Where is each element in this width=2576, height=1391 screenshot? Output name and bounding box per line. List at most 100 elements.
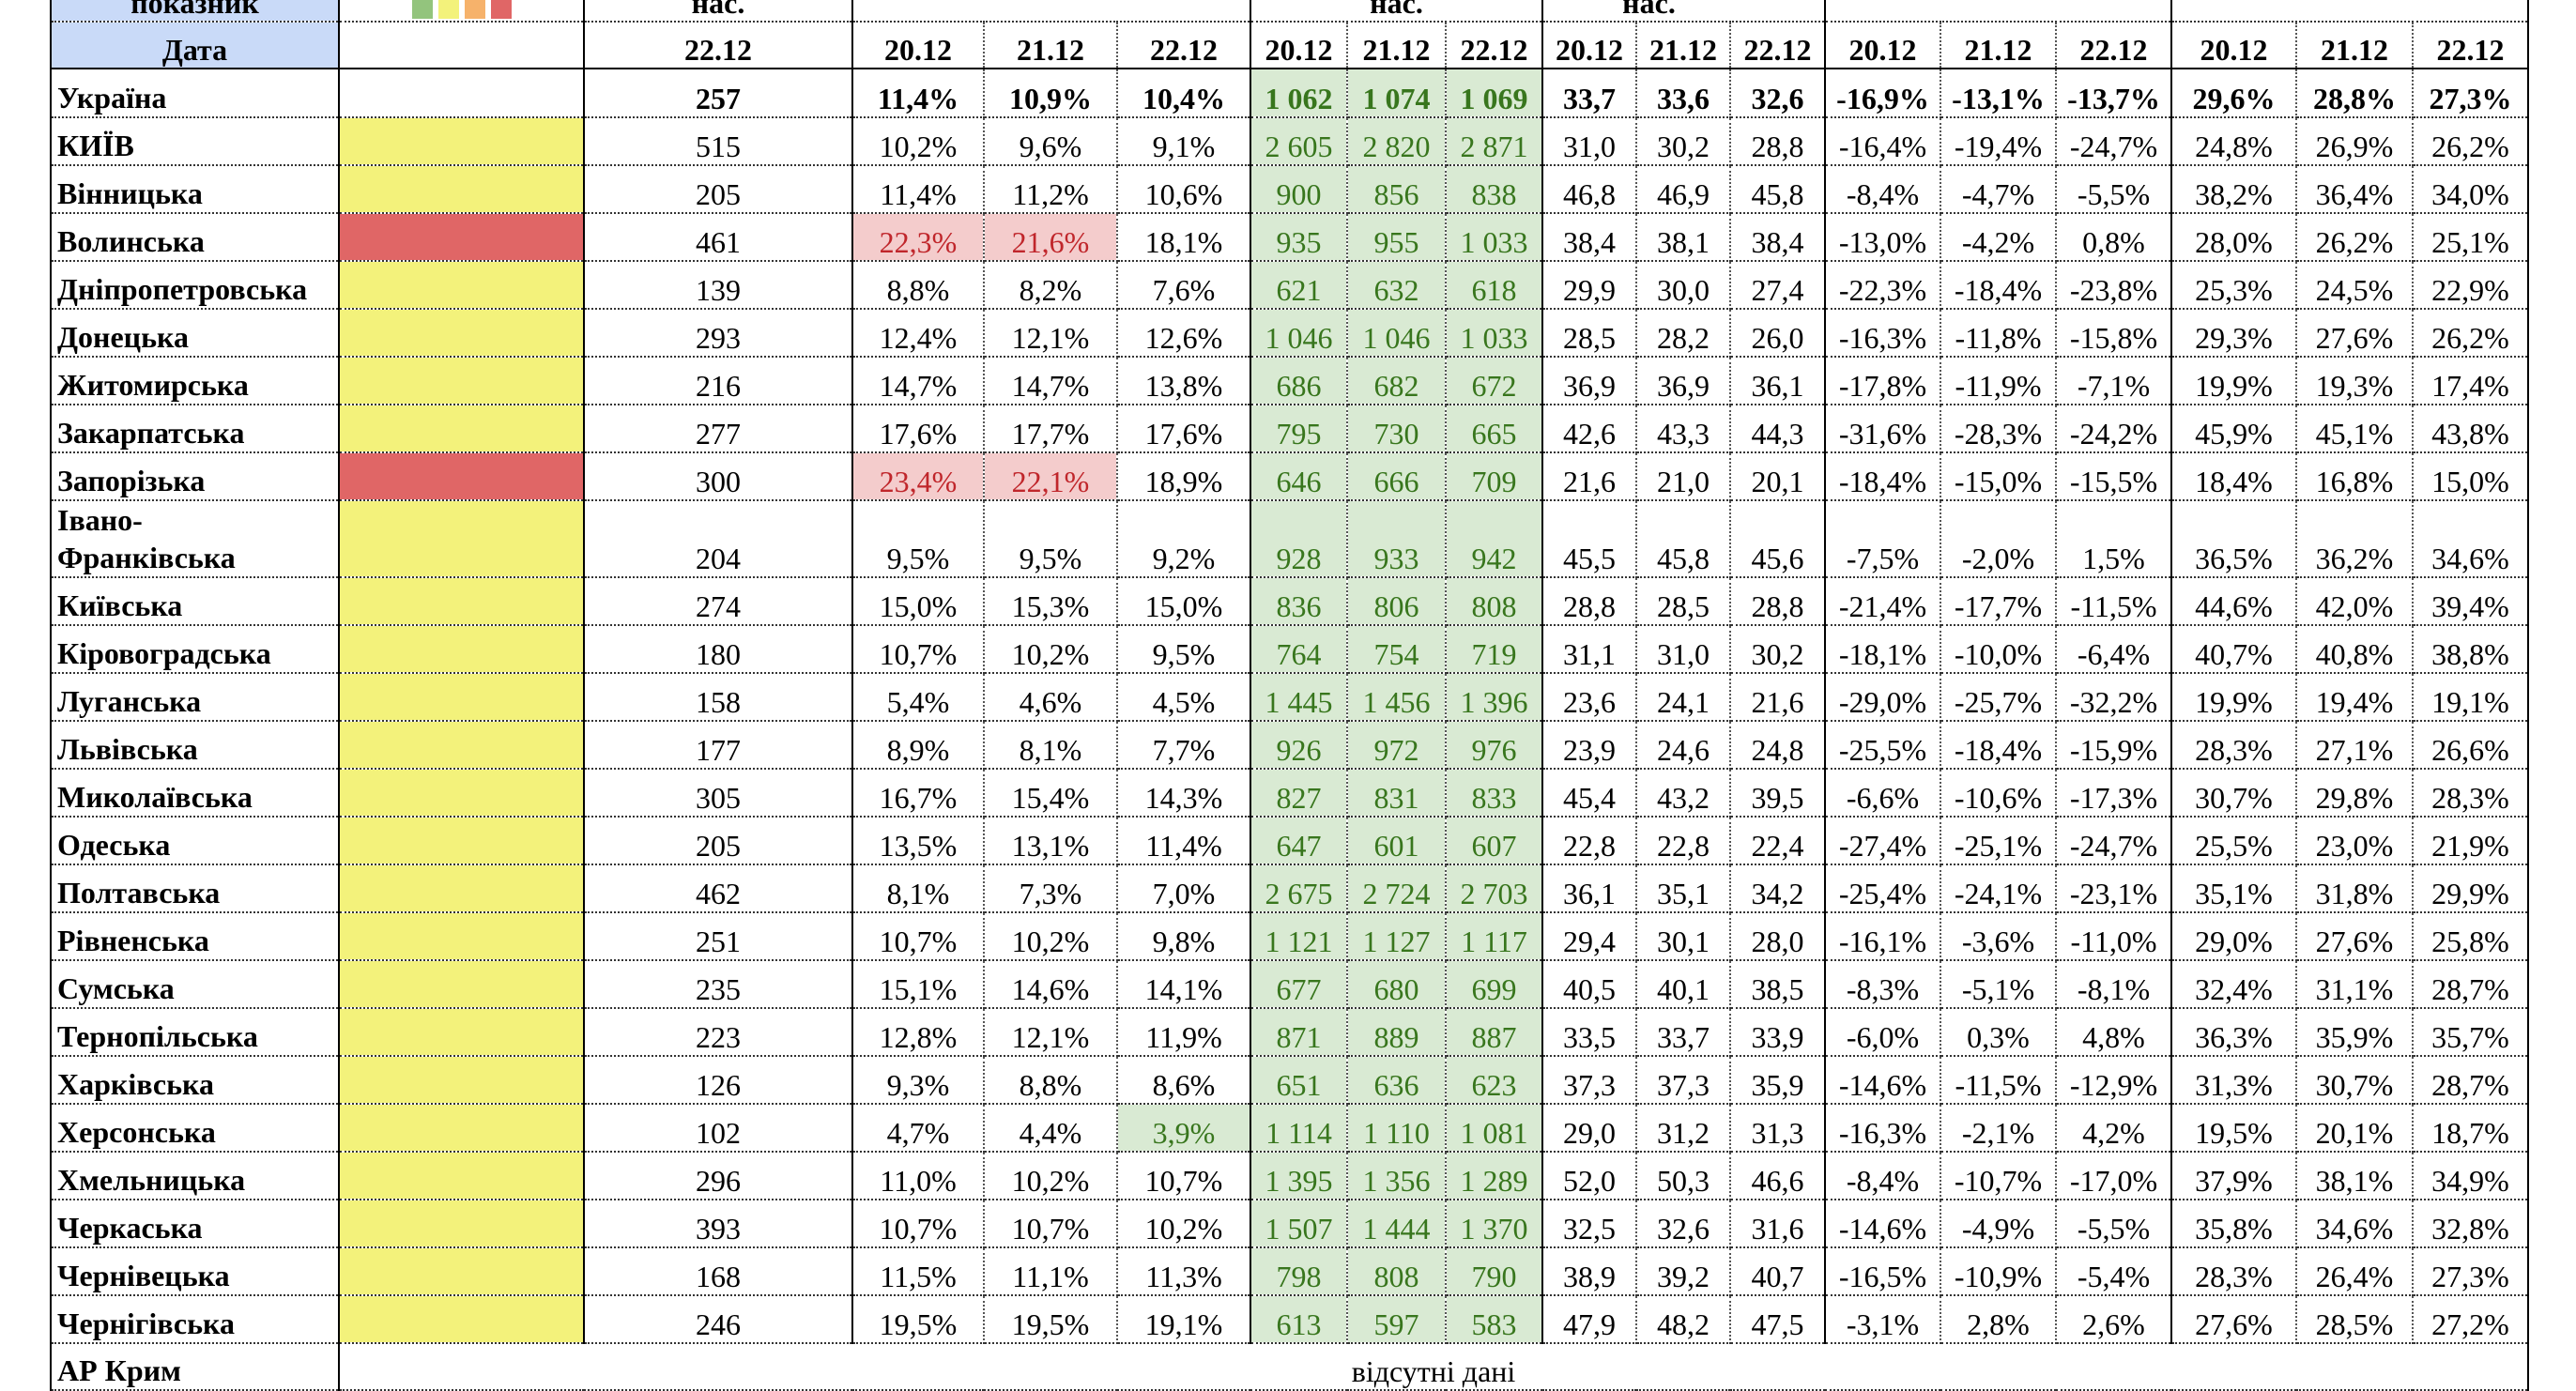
value-cell: 9,6% [984, 117, 1118, 166]
value-cell: 28,0 [1730, 912, 1826, 961]
value-cell: 4,6% [984, 673, 1118, 722]
value-cell: 8,1% [984, 721, 1118, 770]
value-cell: 871 [1250, 1008, 1348, 1057]
region-row: Харківська 126 9,3% 8,8% 8,6% 651 636 623 37,3 37… [50, 1056, 2529, 1105]
value-cell: 28,8 [1730, 577, 1826, 626]
table-wrap: показник нас. нас. нас. Дата 22.12 20.12 2… [50, 0, 2529, 1391]
value-cell: 887 [1446, 1008, 1543, 1057]
value-cell: 38,5 [1730, 960, 1826, 1009]
value-cell: -3,6% [1940, 912, 2057, 961]
status-cell [339, 864, 585, 913]
status-cell [339, 960, 585, 1009]
group-label: нас. [1542, 0, 1826, 23]
value-cell: 29,4 [1542, 912, 1637, 961]
value-cell: 12,8% [852, 1008, 985, 1057]
date-header: 21.12 [1940, 22, 2057, 69]
value-cell: 10,7% [852, 625, 985, 674]
value-cell: -2,0% [1940, 500, 2057, 578]
value-cell: 33,6 [1636, 69, 1731, 118]
value-cell: -6,0% [1825, 1008, 1941, 1057]
value-cell: 28,8 [1542, 577, 1637, 626]
value-cell: 139 [584, 261, 853, 310]
value-cell: 305 [584, 769, 853, 818]
value-cell: 4,8% [2056, 1008, 2172, 1057]
region-name: Вінницька [50, 165, 340, 214]
value-cell: 40,1 [1636, 960, 1731, 1009]
value-cell: 8,8% [852, 261, 985, 310]
value-cell: 19,5% [984, 1295, 1118, 1344]
value-cell: 24,1 [1636, 673, 1731, 722]
value-cell: -7,1% [2056, 357, 2172, 405]
value-cell: 4,5% [1117, 673, 1251, 722]
value-cell: 30,7% [2296, 1056, 2414, 1105]
value-cell: 33,7 [1542, 69, 1637, 118]
value-cell: 682 [1347, 357, 1447, 405]
value-cell: 10,7% [984, 1200, 1118, 1248]
region-row: Вінницька 205 11,4% 11,2% 10,6% 900 856 838 46,8… [50, 165, 2529, 214]
region-name: Чернівецька [50, 1247, 340, 1296]
value-cell: 10,7% [1117, 1152, 1251, 1200]
value-cell: 18,1% [1117, 213, 1251, 262]
value-cell: 40,5 [1542, 960, 1637, 1009]
value-cell: -15,0% [1940, 452, 2057, 501]
value-cell: 35,1 [1636, 864, 1731, 913]
value-cell: 933 [1347, 500, 1447, 578]
value-cell: -11,8% [1940, 309, 2057, 358]
region-row: Донецька 293 12,4% 12,1% 12,6% 1 046 1 046 1 03… [50, 309, 2529, 358]
value-cell: 43,3 [1636, 405, 1731, 453]
header-row: показник нас. нас. нас. [50, 0, 2529, 23]
value-cell: 393 [584, 1200, 853, 1248]
value-cell: 19,9% [2171, 357, 2297, 405]
value-cell: 1 444 [1347, 1200, 1447, 1248]
value-cell: 36,1 [1730, 357, 1826, 405]
date-header: 22.12 [1117, 22, 1251, 69]
value-cell: 35,1% [2171, 864, 2297, 913]
value-cell: 32,5 [1542, 1200, 1637, 1248]
value-cell: 216 [584, 357, 853, 405]
status-cell [339, 357, 585, 405]
region-row: Миколаївська 305 16,7% 15,4% 14,3% 827 831 833 4… [50, 769, 2529, 818]
value-cell: 30,0 [1636, 261, 1731, 310]
value-cell: 10,9% [984, 69, 1118, 118]
region-row: Волинська 461 22,3% 21,6% 18,1% 935 955 1 033 38… [50, 213, 2529, 262]
value-cell: 27,6% [2296, 912, 2414, 961]
region-name: Одеська [50, 817, 340, 865]
value-cell: 19,4% [2296, 673, 2414, 722]
value-cell: 22,3% [852, 213, 985, 262]
value-cell: 10,7% [852, 1200, 985, 1248]
value-cell: 9,5% [984, 500, 1118, 578]
region-name: Львівська [50, 721, 340, 770]
value-cell: 1 110 [1347, 1104, 1447, 1153]
value-cell: -17,7% [1940, 577, 2057, 626]
value-cell: 935 [1250, 213, 1348, 262]
value-cell: -6,6% [1825, 769, 1941, 818]
header-cell [1825, 0, 2172, 23]
region-name: Харківська [50, 1056, 340, 1105]
region-name: Донецька [50, 309, 340, 358]
indicator-label: показник [50, 0, 340, 23]
region-row: Чернігівська 246 19,5% 19,5% 19,1% 613 597 583 4… [50, 1295, 2529, 1344]
value-cell: 461 [584, 213, 853, 262]
value-cell: 21,9% [2413, 817, 2529, 865]
value-cell: 38,4 [1542, 213, 1637, 262]
value-cell: -5,5% [2056, 165, 2172, 214]
value-cell: 29,6% [2171, 69, 2297, 118]
value-cell: 31,3% [2171, 1056, 2297, 1105]
date-header: 20.12 [1825, 22, 1941, 69]
value-cell: -11,9% [1940, 357, 2057, 405]
value-cell: 14,1% [1117, 960, 1251, 1009]
value-cell: 764 [1250, 625, 1348, 674]
value-cell: -14,6% [1825, 1200, 1941, 1248]
value-cell: 18,7% [2413, 1104, 2529, 1153]
value-cell: 35,9% [2296, 1008, 2414, 1057]
value-cell: 699 [1446, 960, 1543, 1009]
value-cell: 4,4% [984, 1104, 1118, 1153]
value-cell: -25,1% [1940, 817, 2057, 865]
value-cell: -16,1% [1825, 912, 1941, 961]
date-header: 22.12 [2056, 22, 2172, 69]
value-cell: 2 820 [1347, 117, 1447, 166]
value-cell: 36,9 [1636, 357, 1731, 405]
value-cell: 26,0 [1730, 309, 1826, 358]
value-cell: 102 [584, 1104, 853, 1153]
region-row: Дніпропетровська 139 8,8% 8,2% 7,6% 621 632 618… [50, 261, 2529, 310]
